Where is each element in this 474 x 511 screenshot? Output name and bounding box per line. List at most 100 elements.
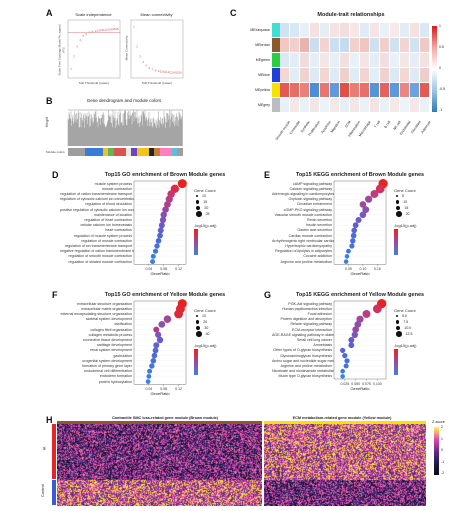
mean-connectivity-point: 1 [133,25,135,29]
heatmap-cell [360,97,370,112]
scale-independence-point: 6 [85,32,87,36]
mean-connectivity-title: Mean connectivity [140,12,173,17]
heatmap-cell [350,22,360,37]
ia-group-bar [52,424,56,479]
heatmap-cell [420,37,430,52]
kegg-yellow-count-legend-item: 12.5 [394,331,434,337]
kegg-brown-term-label: Cocaine addiction [303,254,332,259]
heatmap-cell [370,52,380,67]
module-color-segment [79,148,86,156]
heatmap-cell [320,37,330,52]
go-brown-term-label: regulation of cation transmembrane trans… [60,191,132,196]
kegg-yellow-dotplot: PI3K-Akt signaling pathway Human papillom… [272,299,452,400]
kegg-yellow-term-label: Protein digestion and absorption [280,317,332,322]
mean-connectivity-point: 5 [145,64,147,68]
go-brown-count-legend-label: 25 [205,212,210,216]
kegg-yellow-term-label: Glycosaminoglycan biosynthesis [280,353,332,358]
go-brown-term-label: regulation of cytosolic calcium ion conc… [60,197,137,202]
kegg-brown-color-legend-title: -log10(p.adj) [394,223,417,228]
kegg-yellow-term-label: Amoebiasis [313,343,332,348]
module-row: MEgreen [240,52,430,67]
scale-independence-point: 1 [70,67,72,71]
heatmap-cell [420,82,430,97]
panel-c: Module-trait relationships MEturquoise ME… [236,12,446,162]
go-brown-dot [157,232,163,239]
dendrogram-title: Gene dendrogram and module colors [86,98,162,103]
kegg-yellow-dot [344,358,350,364]
heatmap-cell [390,67,400,82]
heatmap-cell [340,82,350,97]
mean-connectivity-point: 7 [152,68,154,72]
kegg-yellow-term-label: Relaxin signaling pathway [290,322,332,327]
panel-h-letter: H [46,415,53,425]
go-yellow-term-label: skeletal system development [85,317,132,322]
module-color-segment [171,148,178,156]
kegg-brown-dotplot: cAMP signaling pathway Calcium signaling … [272,179,452,280]
go-yellow-dot [156,336,164,344]
heatmap-cell [360,82,370,97]
correlation-color-scale [432,26,437,112]
heatmap-cell [330,37,340,52]
kegg-yellow-count-legend-item: 7.5 [394,319,434,325]
go-yellow-term-label: collagen fibril organization [90,327,132,332]
kegg-brown-count-legend-dot [396,211,402,217]
heatmap-cell [340,67,350,82]
heatmap-cell [330,52,340,67]
module-color-strip [68,148,183,156]
module-label: MEyellow [255,87,270,92]
module-label: MEturquoise [250,27,270,32]
kegg-yellow-dot [362,310,371,318]
heatmap-cell [380,97,390,112]
kegg-brown-count-legend-label: 10 [403,200,408,204]
go-yellow-term-label: ossification [114,322,132,327]
heatmap-cell [400,82,410,97]
module-color-segment [108,148,114,156]
go-brown-dot [150,259,156,265]
kegg-yellow-count-legend-dot [396,325,401,331]
go-brown-count-legend-dot [196,200,200,204]
kegg-yellow-term-label: Mucin type O-glycan biosynthesis [278,374,332,379]
kegg-yellow-title: Top15 KEGG enrichment of Yellow Module g… [295,292,425,298]
heatmap-cell [330,82,340,97]
gene-dendrogram [67,109,183,146]
go-brown-term-label: maintenance of location [94,212,132,217]
kegg-yellow-xtick: 0.025 [340,382,349,386]
mean-connectivity-point: 15 [175,71,179,75]
scale-independence-point: 14 [109,28,113,32]
go-yellow-dot [153,326,160,333]
kegg-brown-count-legend-item: 10 [394,199,434,205]
kegg-brown-count-legend-label: 5 [402,194,404,198]
go-brown-dot [164,201,171,208]
kegg-yellow-dot [340,347,346,353]
kegg-yellow-count-legend-label: 10.0 [404,326,412,330]
go-brown-xlabel: GeneRatio [150,271,170,276]
heatmap-cell [310,82,320,97]
go-brown-dot [160,211,167,218]
kegg-brown-color-legend-bar [394,229,398,255]
kegg-yellow-dot [354,321,362,328]
module-row: MEyellow [240,82,430,97]
panel-b: Gene dendrogram and module colors Height… [45,98,184,162]
go-yellow-term-label: urogenital system development [82,358,132,363]
go-brown-term-label: positive regulation of cytosolic calcium… [60,207,150,212]
heatmap-cell [310,67,320,82]
panel-d-letter: D [52,170,59,180]
go-brown-xtick: 0.08 [160,267,167,271]
kegg-brown-plot-area: 0.05 0.10 0.15 GeneRatio [333,179,388,276]
heatmap-cell [300,97,310,112]
kegg-yellow-dot [352,326,359,333]
zscore-tick: -1 [441,459,445,464]
kegg-yellow-term-label: PI3K-Akt signaling pathway [288,301,332,306]
trait-label: B cell [383,120,392,129]
go-brown-term-label: cellular calcium ion homeostasis [80,223,132,228]
module-color-segment [137,148,149,156]
module-label: MEbrown [255,42,270,47]
kegg-brown-term-label: Arginine and proline metabolism [280,259,332,264]
go-yellow-count-legend-label: 20 [203,320,208,324]
kegg-brown-term-label: Vascular smooth muscle contraction [274,212,332,217]
go-brown-dot [150,253,156,259]
module-color-segment [131,148,137,156]
go-brown-count-legend-dot [196,205,201,211]
kegg-brown-term-label: Gastric acid secretion [297,228,332,233]
heatmap-cell [280,67,290,82]
